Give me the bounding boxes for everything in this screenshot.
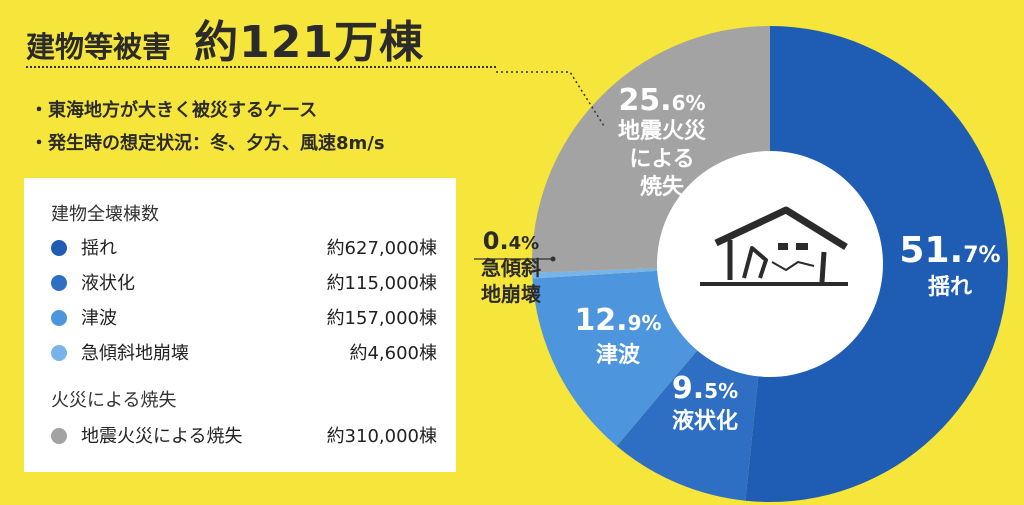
- collapsed-house-icon: [700, 206, 848, 286]
- legend-value: 約627,000棟: [326, 238, 437, 259]
- slice-category-label: 揺れ: [928, 274, 972, 300]
- leader-dot: [550, 256, 556, 262]
- slice-category-label: 焼失: [640, 174, 685, 200]
- legend-value: 約310,000棟: [326, 426, 437, 447]
- title-category: 建物等被害: [26, 30, 172, 64]
- legend-value: 約115,000棟: [326, 273, 437, 294]
- legend-label: 液状化: [81, 273, 135, 294]
- bullet-scenario: ・東海地方が大きく被災するケース: [30, 100, 318, 121]
- slice-percent-label: 12.9%: [574, 303, 661, 338]
- title-total: 約121万棟: [194, 17, 424, 68]
- slice-percent-label: 9.5%: [672, 371, 738, 406]
- legend-row-shaking: 揺れ 約627,000棟: [51, 234, 437, 262]
- legend-row-fire: 地震火災による焼失 約310,000棟: [51, 422, 437, 450]
- bullet-list: ・東海地方が大きく被災するケース ・発生時の想定状況：冬、夕方、風速8m/s: [30, 94, 385, 160]
- slice-category-label: 地崩壊: [481, 282, 542, 306]
- legend-label: 急傾斜地崩壊: [81, 343, 189, 364]
- slice-category-label: 津波: [596, 342, 641, 368]
- legend-row-tsunami: 津波 約157,000棟: [51, 304, 437, 332]
- slice-percent-label: 51.7%: [899, 230, 1000, 271]
- legend-dot-icon: [51, 240, 67, 256]
- slice-category-label: 地震火災: [618, 119, 707, 144]
- legend-label: 揺れ: [81, 238, 117, 259]
- legend-dot-icon: [51, 310, 67, 326]
- bullet-conditions: ・発生時の想定状況：冬、夕方、風速8m/s: [30, 133, 385, 154]
- slice-percent-label: 25.6%: [618, 83, 705, 118]
- legend-collapse-heading: 建物全壊棟数: [51, 204, 159, 225]
- slice-category-label: 急傾斜: [481, 256, 541, 280]
- legend-label: 津波: [81, 308, 117, 329]
- donut-hole: [657, 151, 883, 377]
- legend-row-slope: 急傾斜地崩壊 約4,600棟: [51, 339, 437, 367]
- legend-dot-icon: [51, 275, 67, 291]
- legend-row-liquefaction: 液状化 約115,000棟: [51, 269, 437, 297]
- legend-label: 地震火災による焼失: [81, 426, 243, 447]
- legend-value: 約157,000棟: [326, 308, 437, 329]
- legend-value: 約4,600棟: [349, 343, 437, 364]
- slice-labels: 51.7% 揺れ 9.5%液状化 12.9% 津波 0.4%急傾斜地崩壊 25.6%地震火災…: [481, 83, 1001, 434]
- slice-category-label: 液状化: [672, 408, 738, 434]
- legend-dot-icon: [51, 428, 67, 444]
- slice-percent-label: 0.4%: [483, 227, 539, 255]
- title: 建物等被害 約121万棟: [26, 6, 424, 70]
- legend-panel: 建物全壊棟数 揺れ 約627,000棟 液状化 約115,000棟 津波 約15…: [24, 178, 456, 472]
- leader-line: [496, 71, 605, 127]
- slice-category-label: による: [629, 147, 694, 172]
- title-divider: [26, 66, 496, 68]
- legend-fire-heading: 火災による焼失: [51, 390, 177, 411]
- legend-dot-icon: [51, 345, 67, 361]
